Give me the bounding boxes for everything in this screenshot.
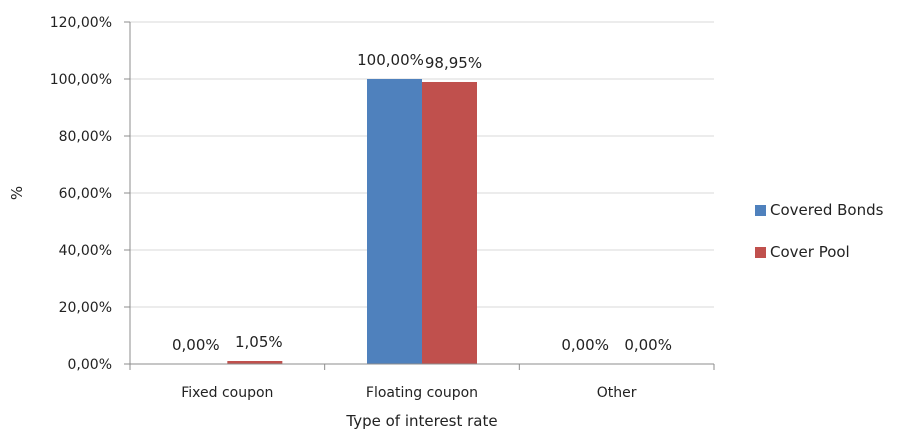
data-label: 98,95% bbox=[425, 54, 482, 72]
y-tick-label: 100,00% bbox=[50, 72, 112, 88]
data-label: 0,00% bbox=[172, 336, 220, 354]
data-label: 0,00% bbox=[624, 336, 672, 354]
x-axis-title: Type of interest rate bbox=[345, 412, 497, 430]
data-labels: 0,00% 1,05% 100,00% 98,95% 0,00% 0,00% bbox=[172, 51, 672, 354]
legend-swatch bbox=[755, 205, 766, 216]
data-label: 100,00% bbox=[357, 51, 424, 69]
bar bbox=[227, 361, 283, 364]
y-tick-label: 40,00% bbox=[59, 243, 112, 259]
bars bbox=[227, 79, 477, 365]
legend-label: Covered Bonds bbox=[770, 201, 884, 219]
legend-swatch bbox=[755, 247, 766, 258]
x-tick-label: Other bbox=[597, 385, 637, 401]
legend: Covered Bonds Cover Pool bbox=[755, 201, 884, 261]
data-label: 1,05% bbox=[235, 333, 283, 351]
y-tick-label: 80,00% bbox=[59, 129, 112, 145]
legend-label: Cover Pool bbox=[770, 243, 850, 261]
axes bbox=[124, 21, 715, 370]
y-tick-label: 60,00% bbox=[59, 186, 112, 202]
bar bbox=[422, 81, 477, 365]
y-tick-label: 20,00% bbox=[59, 300, 112, 316]
y-axis-title: % bbox=[8, 186, 26, 200]
data-label: 0,00% bbox=[561, 336, 609, 354]
bar bbox=[367, 79, 422, 364]
tick-labels: 0,00% 20,00% 40,00% 60,00% 80,00% 100,00% 120,… bbox=[50, 15, 637, 401]
x-tick-label: Floating coupon bbox=[366, 385, 478, 401]
y-tick-label: 120,00% bbox=[50, 15, 112, 31]
x-tick-label: Fixed coupon bbox=[181, 385, 273, 401]
y-tick-label: 0,00% bbox=[68, 357, 112, 373]
